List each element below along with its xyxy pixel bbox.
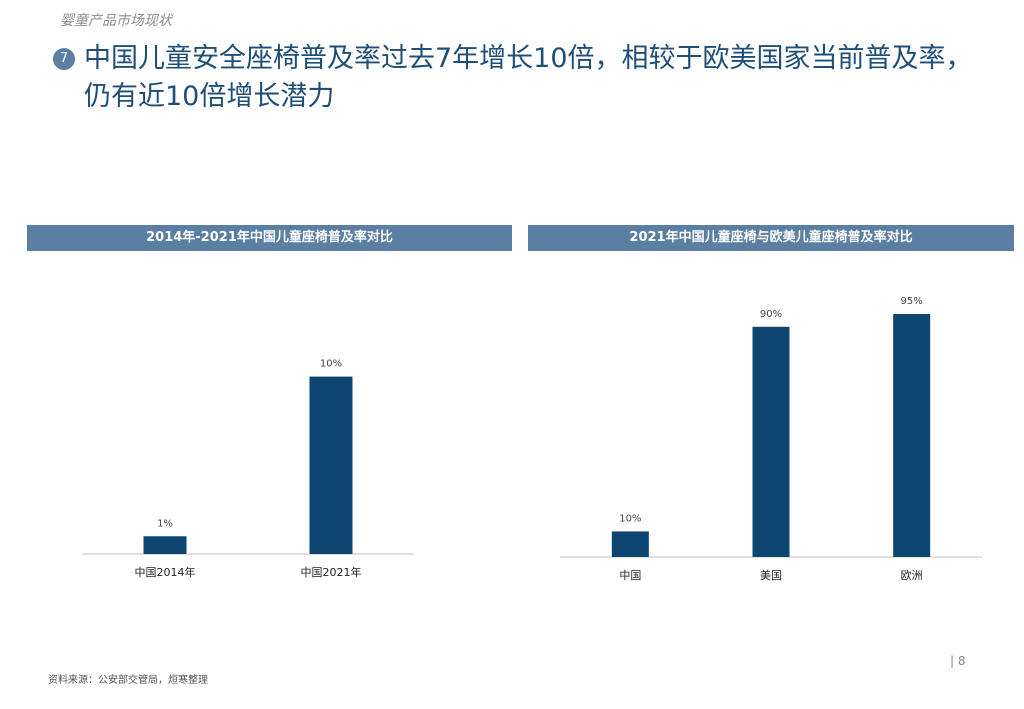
- data-label: 95%: [901, 296, 923, 307]
- bar: [893, 314, 931, 557]
- category-label: 中国2014年: [135, 565, 196, 579]
- category-label: 中国: [619, 569, 641, 582]
- source-note: 资料来源：公安部交管局，烜寒整理: [48, 675, 208, 686]
- bullet-number-badge: 7: [53, 48, 75, 70]
- data-label: 10%: [619, 513, 641, 524]
- data-label: 90%: [760, 309, 782, 320]
- page-number: | 8: [950, 654, 966, 668]
- chart-2-title: 2021年中国儿童座椅与欧美儿童座椅普及率对比: [528, 225, 1014, 251]
- page-headline: 中国儿童安全座椅普及率过去7年增长10倍，相较于欧美国家当前普及率，仍有近10倍…: [84, 43, 973, 112]
- bar: [752, 326, 790, 557]
- data-label: 10%: [320, 359, 342, 370]
- bar: [611, 531, 649, 557]
- section-label: 婴童产品市场现状: [60, 13, 172, 29]
- chart-1-title: 2014年-2021年中国儿童座椅普及率对比: [27, 225, 512, 251]
- chart-1-plot: 1% 中国2014年 10% 中国2021年: [82, 359, 414, 579]
- data-label: 1%: [157, 518, 173, 529]
- bar: [309, 376, 353, 554]
- category-label: 欧洲: [901, 569, 923, 582]
- bar: [143, 536, 187, 554]
- category-label: 美国: [760, 569, 782, 582]
- category-label: 中国2021年: [301, 565, 362, 579]
- chart-2-plot: 10% 中国 90% 美国 95% 欧洲: [560, 296, 982, 582]
